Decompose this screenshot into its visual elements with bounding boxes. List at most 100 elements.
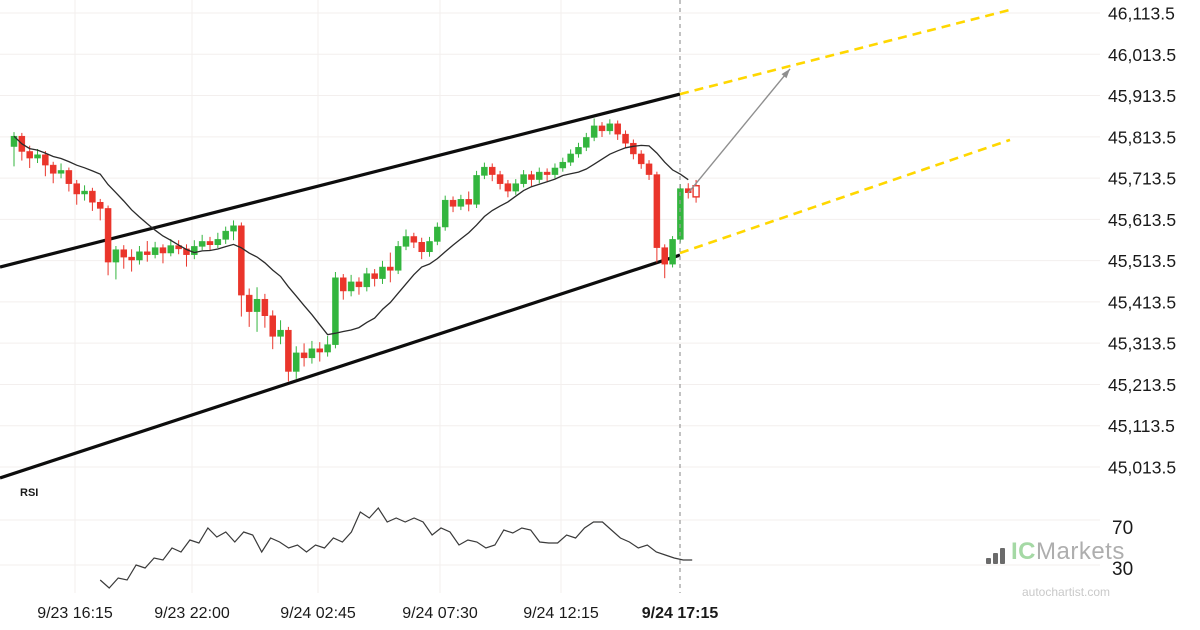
candle-body [575,147,582,155]
candle-body [606,123,614,132]
candle-body [379,266,386,279]
candle-body [214,239,222,245]
candle-body [637,153,645,165]
y-axis-price-label: 45,513.5 [1108,251,1176,271]
logo-text-ic: IC [1011,538,1036,565]
rsi-indicator-label: RSI [20,487,38,499]
bearish-candle [245,288,253,327]
bearish-candle [410,232,418,249]
candle-body [692,185,700,198]
bearish-candle [661,244,668,279]
candle-body [253,298,261,312]
y-axis-price-label: 45,813.5 [1108,127,1176,147]
bullish-candle [575,142,582,158]
candle-body [89,190,96,203]
bullish-candle [324,335,331,357]
candle-body [622,133,629,144]
candle-body [488,166,496,175]
bearish-candle [104,205,112,276]
breakout-arrow-shaft [687,68,791,194]
x-axis-time-label: 9/24 02:45 [280,605,356,622]
axis-labels: 46,113.5 46,013.5 45,913.5 45,813.5 45,713.5… [37,4,1176,623]
candle-body [167,245,175,254]
candle-body [136,251,143,261]
candle-body [528,174,535,180]
candle-body [10,135,18,147]
bearish-candle [269,310,276,350]
bullish-candle [559,157,567,172]
moving-average-line [13,135,689,336]
pattern-annotations [679,0,1011,593]
bearish-candle [340,274,347,300]
bullish-candle [253,287,261,332]
ic-markets-watermark: IC Markets [986,534,1125,564]
bullish-candle [567,149,574,166]
candle-body [292,352,300,372]
breakout-arrow-head [781,68,790,79]
candle-body [324,344,331,353]
bearish-candle [449,196,457,213]
bearish-candle [261,293,269,328]
x-axis-time-label: 9/24 12:15 [523,605,599,622]
candle-body [269,315,276,337]
candle-body [520,174,527,184]
bearish-candle [653,171,661,263]
y-axis-price-label: 45,613.5 [1108,210,1176,230]
candle-body [512,183,520,192]
candle-body [34,154,41,159]
bearish-candle [504,179,512,198]
candle-body [504,183,512,192]
bullish-candle [34,148,41,164]
candle-body [81,190,88,195]
bearish-candle [630,139,637,160]
candle-body [363,273,371,288]
candle-body [371,273,378,279]
bullish-candle [583,132,590,152]
bearish-candle [387,252,394,283]
bearish-candle [159,244,167,264]
candle-body [57,170,65,174]
bullish-candle [167,238,175,257]
bearish-candle [316,342,324,362]
candle-body [65,170,73,184]
x-axis-time-label: 9/23 16:15 [37,605,113,622]
bearish-candle [89,187,96,211]
candles [10,118,700,382]
candle-body [355,281,363,288]
bearish-candle [645,160,653,180]
y-axis-price-label: 45,313.5 [1108,334,1176,354]
candle-body [120,249,128,258]
candle-body [630,142,637,155]
candle-body [536,171,543,180]
bullish-candle [81,185,88,201]
bullish-candle [191,240,198,260]
moving-average [13,135,689,336]
y-axis-price-label: 45,413.5 [1108,292,1176,312]
candle-body [551,167,559,175]
candle-body [144,251,151,255]
bullish-candle [136,245,143,265]
forecast-upper-line [679,8,1011,96]
bearish-candle [496,170,504,190]
rsi-line [99,507,693,589]
bearish-candle [238,222,245,317]
bearish-candle [18,132,26,161]
bullish-candle [441,195,449,231]
y-axis-price-label: 46,113.5 [1108,4,1175,24]
bearish-candle [96,198,104,221]
x-axis-time-label: 9/23 22:00 [154,605,230,622]
bearish-candle [614,120,621,140]
lower-channel-line [0,253,681,480]
bullish-candle [292,346,300,379]
y-axis-price-label: 45,713.5 [1108,169,1176,189]
bullish-candle [457,194,465,211]
bearish-candle [120,245,128,269]
candle-body [26,151,33,159]
y-axis-price-label: 45,013.5 [1108,458,1176,478]
bullish-candle [394,241,402,275]
bullish-candle [151,241,159,259]
forecast-lower-line [679,138,1011,255]
candle-body [230,225,237,232]
bullish-candle [473,170,480,209]
